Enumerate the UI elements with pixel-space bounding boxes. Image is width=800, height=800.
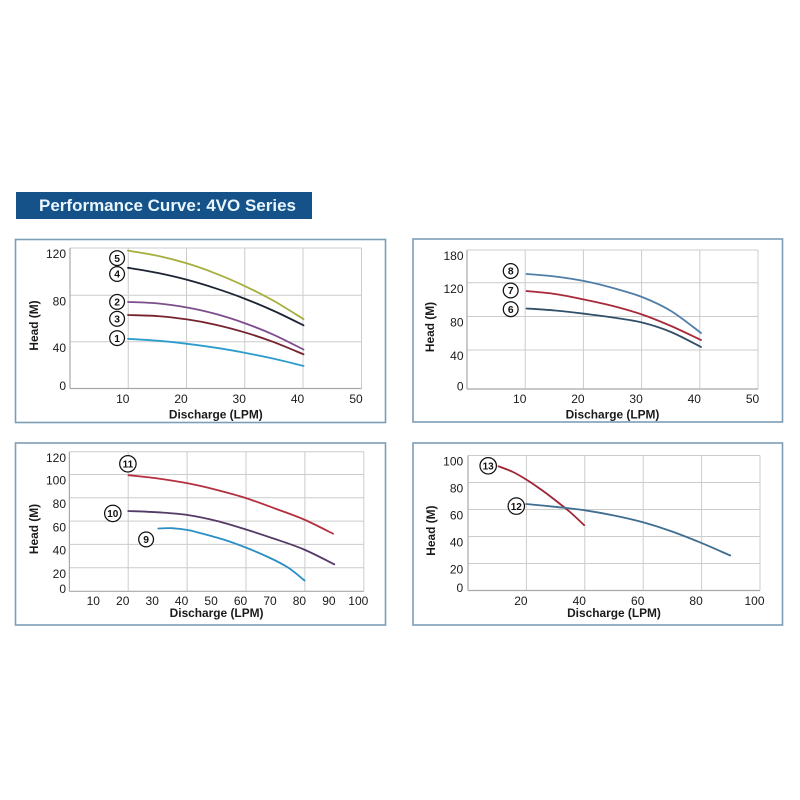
svg-text:20: 20 <box>450 563 464 577</box>
svg-text:20: 20 <box>514 594 528 608</box>
svg-text:50: 50 <box>746 392 760 406</box>
svg-text:0: 0 <box>457 581 464 595</box>
svg-text:20: 20 <box>116 594 130 608</box>
svg-text:20: 20 <box>174 392 188 406</box>
svg-text:30: 30 <box>146 594 160 608</box>
svg-text:100: 100 <box>744 594 764 608</box>
svg-text:Head (M): Head (M) <box>423 302 437 352</box>
svg-text:50: 50 <box>204 594 218 608</box>
svg-text:8: 8 <box>508 267 514 278</box>
svg-text:40: 40 <box>53 544 67 558</box>
svg-text:80: 80 <box>450 316 464 330</box>
svg-text:20: 20 <box>571 392 585 406</box>
svg-text:40: 40 <box>53 341 67 355</box>
svg-text:10: 10 <box>116 392 130 406</box>
svg-text:40: 40 <box>175 594 189 608</box>
svg-text:80: 80 <box>53 497 67 511</box>
svg-text:120: 120 <box>46 247 66 261</box>
svg-text:100: 100 <box>443 455 463 469</box>
svg-text:13: 13 <box>483 462 495 473</box>
svg-text:80: 80 <box>689 594 703 608</box>
svg-text:3: 3 <box>114 315 120 326</box>
svg-text:30: 30 <box>233 392 247 406</box>
svg-text:Head (M): Head (M) <box>27 504 41 554</box>
svg-text:20: 20 <box>53 567 67 581</box>
svg-text:10: 10 <box>513 392 527 406</box>
svg-text:Discharge (LPM): Discharge (LPM) <box>566 407 660 421</box>
svg-text:180: 180 <box>443 249 463 263</box>
svg-text:80: 80 <box>53 294 67 308</box>
svg-text:5: 5 <box>114 254 120 265</box>
svg-text:70: 70 <box>263 594 277 608</box>
svg-text:0: 0 <box>59 582 66 596</box>
svg-text:10: 10 <box>87 594 101 608</box>
svg-text:11: 11 <box>123 460 134 471</box>
svg-text:7: 7 <box>508 286 514 297</box>
svg-text:2: 2 <box>114 298 120 309</box>
svg-text:80: 80 <box>450 482 464 496</box>
svg-text:100: 100 <box>348 594 368 608</box>
svg-text:60: 60 <box>234 594 248 608</box>
svg-text:30: 30 <box>629 392 643 406</box>
svg-text:60: 60 <box>450 509 464 523</box>
svg-text:50: 50 <box>349 392 363 406</box>
svg-text:Discharge (LPM): Discharge (LPM) <box>170 606 264 620</box>
svg-text:Discharge (LPM): Discharge (LPM) <box>567 606 661 620</box>
svg-text:80: 80 <box>293 594 307 608</box>
svg-text:60: 60 <box>631 594 645 608</box>
svg-text:120: 120 <box>443 282 463 296</box>
svg-text:10: 10 <box>107 509 119 520</box>
svg-text:Discharge (LPM): Discharge (LPM) <box>169 407 263 421</box>
svg-text:100: 100 <box>46 474 66 488</box>
svg-text:Head (M): Head (M) <box>424 505 438 555</box>
svg-text:4: 4 <box>114 270 120 281</box>
svg-text:40: 40 <box>573 594 587 608</box>
svg-text:40: 40 <box>450 536 464 550</box>
svg-text:6: 6 <box>508 305 514 316</box>
svg-text:Head (M): Head (M) <box>27 300 41 350</box>
svg-text:40: 40 <box>450 349 464 363</box>
svg-text:0: 0 <box>457 380 464 394</box>
svg-text:90: 90 <box>322 594 336 608</box>
svg-text:9: 9 <box>143 535 149 546</box>
svg-text:40: 40 <box>688 392 702 406</box>
svg-text:12: 12 <box>511 502 523 513</box>
svg-text:1: 1 <box>114 334 120 345</box>
svg-text:60: 60 <box>53 520 67 534</box>
svg-text:40: 40 <box>291 392 305 406</box>
svg-text:120: 120 <box>46 451 66 465</box>
svg-text:0: 0 <box>59 379 66 393</box>
